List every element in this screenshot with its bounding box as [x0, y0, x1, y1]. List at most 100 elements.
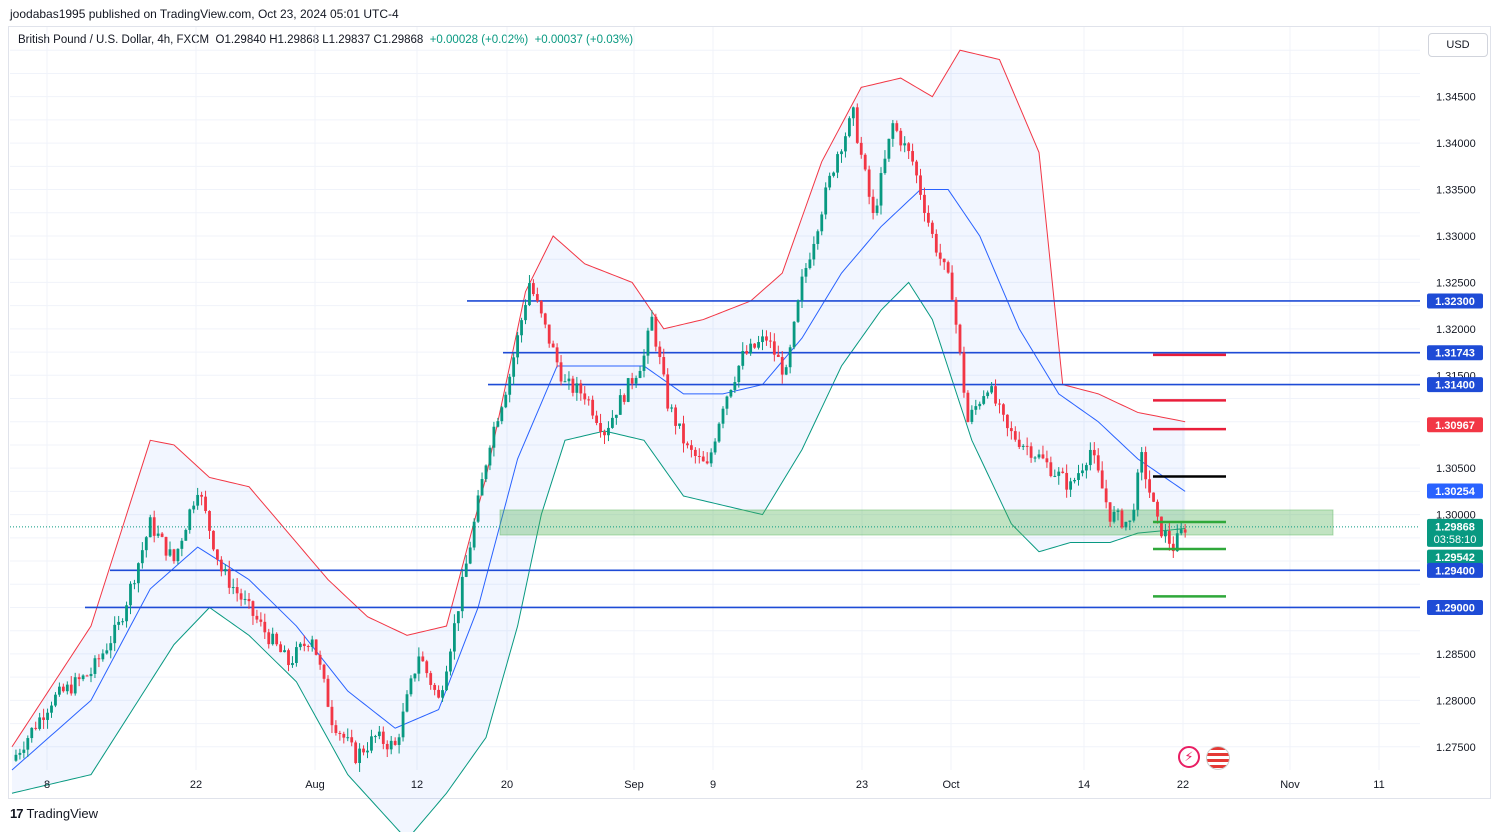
candle-body [295, 647, 298, 664]
candle-body [54, 694, 57, 706]
candle-body [58, 686, 61, 695]
candle-body [642, 355, 646, 371]
candle-body [318, 654, 322, 665]
candle-body [334, 725, 338, 733]
candle-body [279, 644, 282, 653]
candle-body [705, 461, 709, 464]
candle-body [314, 639, 318, 655]
candle-body [73, 677, 77, 694]
candle-body [152, 517, 156, 536]
candle-body [385, 743, 389, 750]
candle-body [725, 396, 729, 409]
candle-body [1029, 446, 1033, 458]
candle-body [342, 733, 346, 738]
candle-body [1017, 439, 1021, 447]
candle-body [780, 356, 784, 375]
y-tick-label: 1.32500 [1436, 277, 1476, 289]
candle-body [480, 479, 484, 496]
price-badge [1427, 599, 1483, 615]
price-badge-label: 1.29400 [1435, 565, 1475, 577]
candle-body [188, 509, 192, 530]
candle-body [1160, 516, 1163, 537]
candle-body [559, 362, 563, 382]
ohlc-values: O1.29840 H1.29868 L1.29837 C1.29868 [215, 34, 424, 46]
candle-body [930, 222, 934, 234]
candle-body [784, 367, 788, 375]
candle-body [942, 258, 946, 263]
candle-body [1065, 472, 1069, 490]
x-tick-label: 11 [1373, 779, 1384, 791]
candle-body [733, 382, 737, 390]
candle-body [492, 426, 496, 448]
candle-body [1140, 452, 1144, 473]
candle-body [820, 214, 824, 232]
lightning-icon[interactable]: ⚡ [1178, 746, 1200, 768]
candle-body [1057, 471, 1061, 476]
candle-body [772, 341, 776, 355]
candle-body [306, 646, 310, 648]
candle-body [89, 673, 93, 677]
candle-body [670, 407, 674, 409]
candle-body [38, 717, 42, 729]
candle-body [216, 549, 219, 560]
candle-body [532, 283, 535, 295]
candle-body [693, 449, 697, 456]
candle-body [18, 752, 22, 755]
candle-body [1061, 471, 1065, 473]
candle-body [113, 624, 117, 644]
candle-body [607, 427, 610, 436]
candle-body [362, 748, 365, 753]
x-tick-label: 20 [501, 779, 513, 791]
candle-body [310, 639, 314, 647]
candle-body [966, 392, 970, 422]
candle-body [65, 684, 69, 692]
candle-body [421, 656, 425, 662]
candle-body [745, 351, 749, 354]
candle-body [472, 521, 476, 548]
candle-body [140, 550, 144, 564]
candle-body [958, 324, 962, 353]
candle-body [697, 455, 701, 457]
candle-body [1025, 445, 1029, 447]
candle-body [737, 365, 741, 383]
candle-body [1104, 488, 1108, 503]
candle-body [875, 205, 879, 213]
candle-body [137, 563, 140, 584]
candle-body [441, 690, 444, 698]
candle-body [614, 414, 618, 418]
chart-icons: ⚡ [1178, 746, 1230, 770]
candle-body [713, 441, 717, 453]
candle-body [302, 643, 306, 647]
candle-body [437, 689, 440, 698]
candle-body [555, 347, 559, 363]
candle-body [196, 494, 200, 506]
candle-body [476, 495, 480, 522]
candle-body [1132, 509, 1136, 521]
candle-body [433, 684, 437, 690]
tradingview-brand[interactable]: 17 TradingView [10, 806, 98, 821]
candle-body [322, 664, 326, 679]
candle-body [650, 316, 654, 331]
candle-body [879, 173, 883, 206]
candle-body [366, 750, 369, 753]
price-badge-label: 1.31400 [1435, 380, 1475, 392]
currency-selector[interactable]: USD [1428, 33, 1488, 57]
us-flag-icon[interactable] [1206, 746, 1230, 770]
candle-body [247, 598, 251, 602]
candle-body [148, 517, 152, 538]
price-badge [1427, 518, 1483, 547]
candle-body [164, 536, 168, 556]
x-tick-label: Sep [624, 779, 644, 791]
candle-body [291, 663, 294, 666]
candle-body [429, 673, 433, 685]
candle-body [1013, 431, 1017, 440]
candle-body [986, 392, 990, 397]
candle-body [883, 158, 887, 174]
candle-body [535, 294, 539, 301]
candle-body [512, 357, 516, 377]
candle-body [591, 399, 595, 416]
candle-body [603, 431, 606, 436]
candle-body [1009, 428, 1013, 432]
candle-body [1171, 543, 1175, 552]
